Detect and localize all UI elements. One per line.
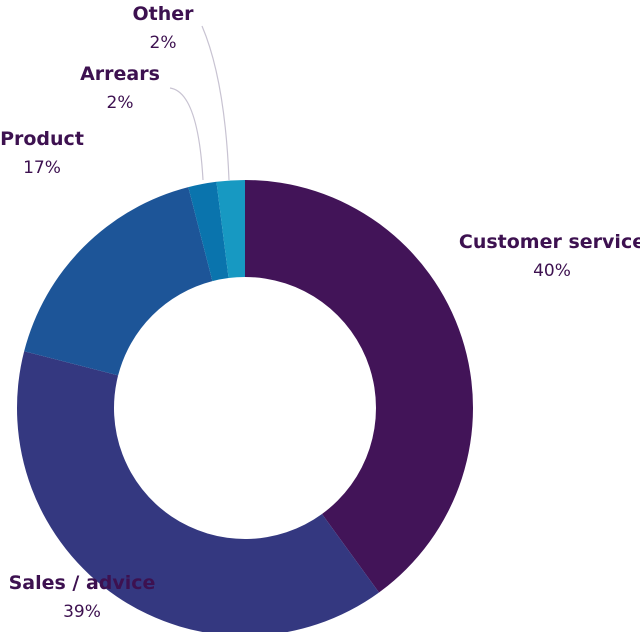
slice-other bbox=[216, 180, 245, 279]
slice-value-sales-advice: 39% bbox=[63, 602, 101, 622]
slice-label-sales-advice: Sales / advice bbox=[9, 572, 156, 594]
slice-value-other: 2% bbox=[150, 33, 177, 53]
slice-product bbox=[24, 187, 213, 376]
slice-value-arrears: 2% bbox=[107, 93, 134, 113]
leader-line-other bbox=[201, 25, 230, 181]
slice-label-arrears: Arrears bbox=[80, 63, 160, 85]
slice-customer-service bbox=[245, 180, 473, 593]
slice-label-customer-service: Customer service bbox=[459, 231, 640, 253]
leader-lines bbox=[169, 25, 230, 181]
label-sales-advice: Sales / advice 39% bbox=[9, 572, 156, 622]
label-arrears: Arrears 2% bbox=[80, 63, 160, 113]
leader-line-arrears bbox=[169, 87, 204, 181]
label-customer-service: Customer service 40% bbox=[459, 231, 640, 281]
slice-arrears bbox=[188, 181, 229, 282]
slices-group bbox=[17, 180, 473, 632]
slice-value-product: 17% bbox=[23, 158, 61, 178]
labels-group: Customer service 40% Sales / advice 39% … bbox=[0, 3, 640, 622]
slice-value-customer-service: 40% bbox=[533, 261, 571, 281]
slice-label-other: Other bbox=[132, 3, 194, 25]
label-other: Other 2% bbox=[132, 3, 194, 53]
label-product: Product 17% bbox=[0, 128, 84, 178]
slice-sales-advice bbox=[17, 351, 380, 632]
slice-label-product: Product bbox=[0, 128, 84, 150]
